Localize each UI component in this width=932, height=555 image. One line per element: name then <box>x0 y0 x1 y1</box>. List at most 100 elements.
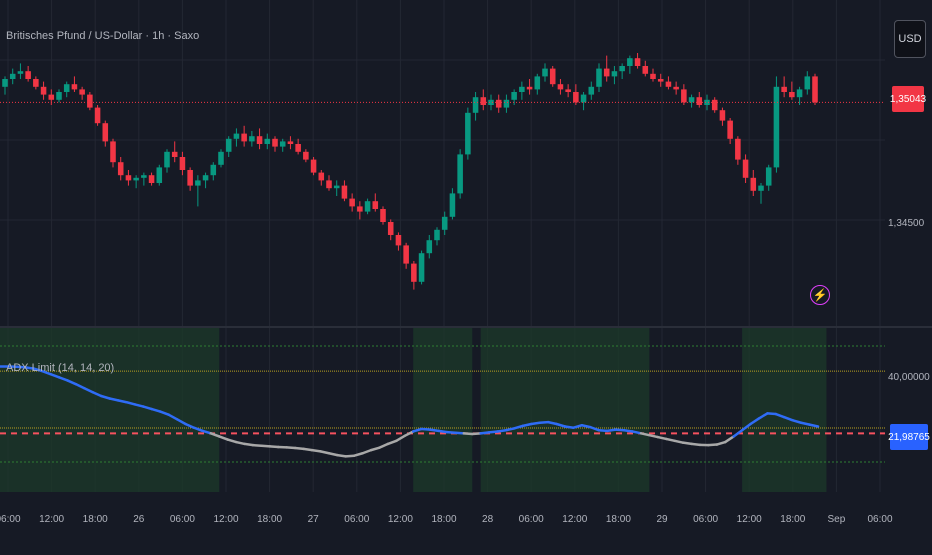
candle-body <box>681 89 687 102</box>
candle-body <box>473 97 479 113</box>
candle-body <box>10 74 16 79</box>
adx-line-segment <box>371 448 379 450</box>
adx-line-segment <box>767 413 775 414</box>
candle-body <box>481 97 487 105</box>
candle-body <box>326 180 332 188</box>
candle-body <box>720 110 726 120</box>
adx-line-segment <box>253 445 261 446</box>
time-tick-label: 12:00 <box>39 514 64 525</box>
candle-body <box>18 71 24 74</box>
adx-line-segment <box>725 436 733 442</box>
time-tick-label: 26 <box>133 514 145 525</box>
time-tick-label: 18:00 <box>257 514 282 525</box>
time-tick-label: 12:00 <box>213 514 238 525</box>
candle-body <box>33 79 39 87</box>
candle-body <box>751 178 757 191</box>
candle-body <box>257 136 263 144</box>
adx-line-segment <box>498 430 506 431</box>
candle-body <box>79 89 85 94</box>
candle-body <box>110 141 116 162</box>
candle-body <box>380 209 386 222</box>
candle-body <box>180 157 186 170</box>
candle-body <box>457 154 463 193</box>
time-tick-label: 27 <box>308 514 320 525</box>
indicator-title: ADX Limit (14, 14, 20) <box>6 362 114 374</box>
adx-line-segment <box>708 445 716 446</box>
adx-line-segment <box>270 446 278 447</box>
candle-body <box>504 100 510 108</box>
adx-line-segment <box>447 432 455 433</box>
candle-body <box>465 113 471 155</box>
candle-body <box>64 84 70 92</box>
candle-body <box>126 175 132 180</box>
adx-line-segment <box>422 429 430 430</box>
adx-line-segment <box>531 423 539 424</box>
candle-body <box>550 69 556 85</box>
adx-line-segment <box>565 426 573 427</box>
candle-body <box>118 162 124 175</box>
adx-line-segment <box>649 435 657 437</box>
candle-body <box>319 173 325 181</box>
indicator-highlight-zone <box>413 328 472 492</box>
candle-body <box>133 178 139 181</box>
currency-button[interactable]: USD <box>894 20 926 58</box>
candle-body <box>403 245 409 263</box>
candle-body <box>727 121 733 139</box>
candle-body <box>365 201 371 211</box>
candle-body <box>49 95 55 100</box>
adx-line-segment <box>430 430 438 431</box>
time-tick-label: 18:00 <box>780 514 805 525</box>
candle-body <box>272 139 278 147</box>
candle-body <box>203 175 209 180</box>
candle-body <box>56 92 62 100</box>
candle-body <box>689 97 695 102</box>
candle-body <box>288 141 294 144</box>
candle-body <box>573 92 579 102</box>
time-axis: 06:0012:0018:002606:0012:0018:002706:001… <box>0 514 893 525</box>
candle-body <box>697 97 703 105</box>
candle-body <box>41 87 47 95</box>
candle-body <box>581 95 587 103</box>
candle-body <box>612 71 618 76</box>
candle-body <box>342 186 348 199</box>
adx-line-segment <box>464 433 472 434</box>
candle-body <box>2 79 8 87</box>
candle-body <box>496 100 502 108</box>
indicator-highlight-zone <box>0 328 219 492</box>
candle-body <box>72 84 78 89</box>
lightning-icon[interactable]: ⚡ <box>810 285 830 305</box>
adx-line-segment <box>312 450 320 451</box>
candle-body <box>658 79 664 82</box>
adx-line-segment <box>304 449 312 450</box>
candle-body <box>635 58 641 66</box>
candle-body <box>627 58 633 66</box>
candle-body <box>419 253 425 282</box>
candle-body <box>712 100 718 110</box>
candle-body <box>666 82 672 87</box>
adx-line-segment <box>388 441 396 444</box>
indicator-value-tag: 21,98765 <box>890 424 928 450</box>
adx-line-segment <box>346 456 354 457</box>
adx-line-segment <box>236 442 244 444</box>
candle-body <box>25 71 31 79</box>
adx-line-segment <box>329 453 337 455</box>
candle-body <box>172 152 178 157</box>
candle-body <box>511 92 517 100</box>
candle-body <box>735 139 741 160</box>
time-tick-label: 06:00 <box>867 514 892 525</box>
adx-line-segment <box>261 446 269 447</box>
adx-line-segment <box>607 430 615 431</box>
adx-line-segment <box>658 437 666 439</box>
candle-body <box>95 108 101 124</box>
adx-line-segment <box>717 442 725 444</box>
candle-body <box>781 87 787 92</box>
time-tick-label: Sep <box>828 514 846 525</box>
candle-body <box>434 230 440 240</box>
indicator-highlight-zone <box>481 328 650 492</box>
candle-body <box>589 87 595 95</box>
candle-body <box>450 193 456 216</box>
candle-body <box>211 165 217 175</box>
candle-body <box>303 152 309 160</box>
